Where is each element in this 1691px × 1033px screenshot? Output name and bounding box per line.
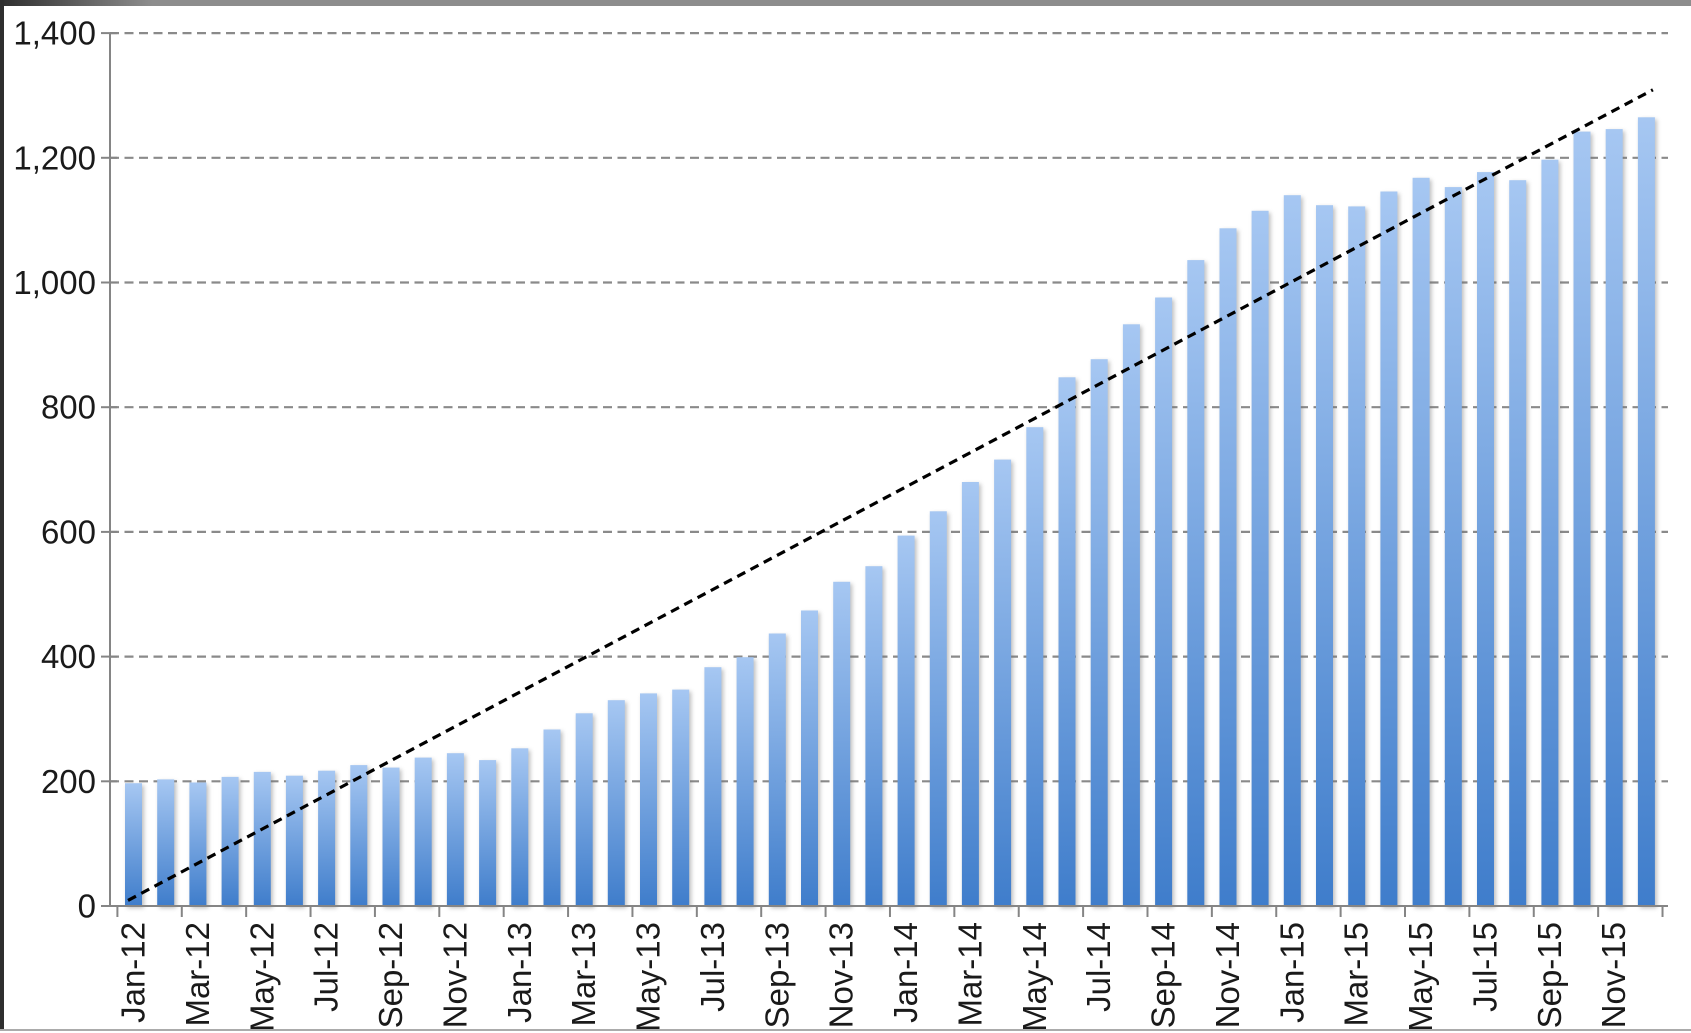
- bar-Apr-12: [221, 776, 239, 906]
- bar-Nov-13: [833, 581, 851, 906]
- bar-Jan-12: [125, 783, 142, 906]
- y-tick-label-0: 0: [78, 888, 96, 925]
- bar-Jul-15: [1477, 172, 1494, 907]
- bar-Oct-14: [1187, 260, 1205, 907]
- bar-Oct-13: [801, 610, 818, 906]
- x-tick-label-Sep-15: Sep-15: [1531, 922, 1568, 1028]
- x-tick-label-Sep-12: Sep-12: [372, 922, 409, 1028]
- x-tick-label-Mar-15: Mar-15: [1338, 922, 1375, 1027]
- bar-Jun-13: [672, 689, 690, 906]
- bar-Jun-12: [285, 775, 303, 906]
- frame-left-border: [0, 0, 4, 1031]
- bar-Jul-12: [318, 770, 336, 906]
- bar-Aug-14: [1122, 324, 1140, 906]
- bar-Nov-12: [446, 753, 464, 906]
- x-tick-label-Jul-12: Jul-12: [308, 922, 345, 1012]
- y-tick-label-400: 400: [41, 638, 96, 675]
- bar-Jan-13: [511, 748, 529, 906]
- x-tick-label-Sep-14: Sep-14: [1145, 922, 1182, 1028]
- bar-Nov-15: [1605, 129, 1623, 907]
- bar-Apr-15: [1380, 191, 1398, 906]
- bar-Oct-12: [414, 757, 432, 906]
- x-tick-label-Jan-12: Jan-12: [115, 922, 152, 1023]
- x-tick-label-May-15: May-15: [1402, 922, 1439, 1032]
- axes-group: 0 200 400 600 800 1,000 1,200 1,400 Jan-12 Mar-12…: [13, 15, 1668, 1032]
- x-tick-label-May-13: May-13: [630, 922, 667, 1032]
- bar-Dec-14: [1251, 210, 1269, 907]
- y-tick-label-1,000: 1,000: [13, 264, 96, 301]
- frame-top-border: [0, 0, 1691, 6]
- bar-Feb-12: [157, 779, 175, 906]
- bar-Sep-15: [1541, 159, 1559, 906]
- x-tick-label-Jul-14: Jul-14: [1080, 922, 1117, 1012]
- frame-bottom-border: [0, 1029, 1691, 1031]
- bar-Aug-15: [1509, 180, 1527, 906]
- x-tick-label-May-12: May-12: [243, 922, 280, 1032]
- x-tick-label-Nov-12: Nov-12: [436, 922, 473, 1028]
- y-tick-label-600: 600: [41, 513, 96, 550]
- x-tick-label-Sep-13: Sep-13: [758, 922, 795, 1028]
- y-tick-label-1,400: 1,400: [13, 15, 96, 52]
- x-tick-label-May-14: May-14: [1016, 922, 1053, 1032]
- bar-Aug-13: [736, 657, 754, 906]
- bar-Mar-15: [1348, 206, 1366, 906]
- y-tick-label-800: 800: [41, 389, 96, 426]
- bar-Dec-15: [1637, 117, 1655, 907]
- y-tick-label-200: 200: [41, 763, 96, 800]
- y-tick-label-1,200: 1,200: [13, 139, 96, 176]
- bar-Jul-13: [704, 667, 722, 906]
- bar-Apr-13: [607, 700, 625, 906]
- bar-Sep-14: [1155, 297, 1173, 906]
- bars-group: [125, 117, 1655, 907]
- x-tick-label-Jan-13: Jan-13: [501, 922, 538, 1023]
- bar-Jun-14: [1058, 377, 1076, 906]
- bar-Sep-12: [382, 767, 400, 906]
- bar-Feb-14: [929, 511, 947, 906]
- bar-May-15: [1412, 177, 1430, 907]
- bar-Feb-13: [543, 729, 561, 906]
- bar-Jun-15: [1444, 187, 1462, 907]
- bar-Jul-14: [1090, 359, 1108, 906]
- x-tick-label-Nov-13: Nov-13: [823, 922, 860, 1028]
- bar-Aug-12: [350, 765, 368, 906]
- bar-Jan-15: [1283, 195, 1301, 906]
- bar-May-14: [1026, 427, 1044, 906]
- bar-Oct-15: [1573, 131, 1591, 907]
- x-tick-label-Mar-14: Mar-14: [951, 922, 988, 1027]
- bar-Jan-14: [897, 535, 915, 906]
- bar-Apr-14: [994, 459, 1012, 906]
- bar-Dec-12: [479, 760, 497, 906]
- x-tick-label-Nov-14: Nov-14: [1209, 922, 1246, 1028]
- x-tick-label-Jul-15: Jul-15: [1467, 922, 1504, 1012]
- bar-Nov-14: [1219, 228, 1237, 907]
- x-tick-label-Jan-14: Jan-14: [887, 922, 924, 1023]
- bar-Feb-15: [1316, 205, 1333, 906]
- bar-Dec-13: [865, 566, 883, 906]
- bar-May-12: [253, 771, 271, 906]
- x-tick-label-Mar-12: Mar-12: [179, 922, 216, 1027]
- trendline: [127, 88, 1654, 902]
- bar-Mar-12: [189, 782, 207, 906]
- x-tick-label-Mar-13: Mar-13: [565, 922, 602, 1027]
- x-tick-label-Jan-15: Jan-15: [1273, 922, 1310, 1023]
- bar-Mar-14: [961, 482, 979, 906]
- x-tick-label-Nov-15: Nov-15: [1595, 922, 1632, 1028]
- gridlines-group: [110, 31, 1668, 783]
- x-tick-label-Jul-13: Jul-13: [694, 922, 731, 1012]
- bar-Mar-13: [575, 713, 593, 906]
- bar-Sep-13: [768, 633, 786, 906]
- bar-May-13: [640, 693, 657, 906]
